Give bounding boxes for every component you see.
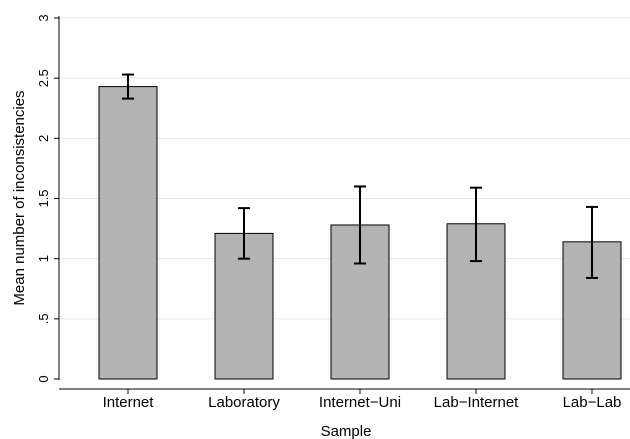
y-tick-label: 0 <box>36 375 51 382</box>
error-bars-layer <box>122 73 598 279</box>
y-tick-label: .5 <box>36 313 51 324</box>
y-tick-label: 1.5 <box>36 189 51 207</box>
y-tick-label: 1 <box>36 255 51 262</box>
y-tick-label: 2 <box>36 135 51 142</box>
y-tick-label: 2.5 <box>36 69 51 87</box>
y-tick-label: 3 <box>36 14 51 21</box>
x-tick-label: Internet <box>103 394 155 411</box>
x-tick-label: Lab−Lab <box>563 394 622 411</box>
x-tick-label: Lab−Internet <box>434 394 519 411</box>
x-tick-label: Laboratory <box>208 394 280 411</box>
x-axis-title: Sample <box>321 423 372 439</box>
x-tick-label: Internet−Uni <box>319 394 401 411</box>
axes-layer <box>54 16 630 394</box>
labels-layer: 0 .5 1 1.5 2 2.5 3 Internet Laboratory Internet−U… <box>36 14 621 411</box>
y-axis-title: Mean number of inconsistencies <box>11 90 28 305</box>
bar <box>98 86 158 380</box>
